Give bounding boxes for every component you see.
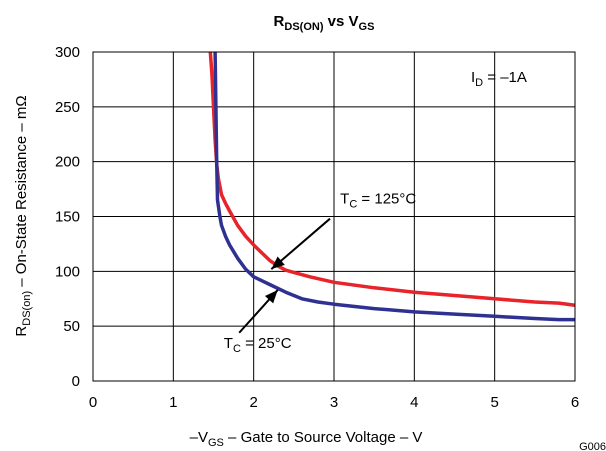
y-tick-labels: 0 50 100 150 200 250 300 [55, 44, 80, 390]
x-tick-label: 0 [89, 394, 97, 411]
series-label-sub: C [349, 198, 357, 210]
x-tick-labels: 0 1 2 3 4 5 6 [89, 394, 579, 411]
y-tick-label: 250 [55, 99, 80, 116]
series-label-0: TC = 125°C [340, 190, 416, 210]
title-sub: DS(ON) [284, 21, 323, 33]
xlabel-pre: –V [190, 429, 208, 446]
title-sub2: GS [359, 21, 375, 33]
series-line-tc-25 [213, 52, 575, 322]
x-tick-label: 6 [571, 394, 579, 411]
ylabel-sub: DS(on) [21, 291, 33, 326]
x-axis-label: –VGS – Gate to Source Voltage – V [190, 429, 423, 449]
xlabel-sub: GS [208, 437, 224, 449]
ylabel-pre: R [13, 326, 30, 337]
y-tick-label: 0 [72, 373, 80, 390]
x-tick-label: 5 [490, 394, 498, 411]
series-label-post: = 25°C [241, 335, 292, 352]
x-tick-label: 2 [249, 394, 257, 411]
title-main: R [274, 13, 285, 30]
annotations: TC = 125°CTC = 25°C [224, 190, 417, 355]
y-tick-label: 150 [55, 209, 80, 226]
condition-pre: I [471, 69, 475, 86]
series-label-pre: T [340, 190, 349, 207]
plot-frame [92, 51, 576, 382]
y-tick-label: 100 [55, 263, 80, 280]
annotation-arrowhead-1 [264, 289, 278, 304]
y-tick-label: 50 [63, 318, 80, 335]
title-mid: vs V [324, 13, 359, 30]
x-tick-label: 4 [410, 394, 418, 411]
series-label-1: TC = 25°C [224, 335, 292, 355]
chart-title: RDS(ON) vs VGS [274, 13, 375, 33]
series-label-pre: T [224, 335, 233, 352]
ylabel-post: – On-State Resistance – mΩ [13, 95, 30, 290]
figure-id: G006 [579, 441, 606, 451]
xlabel-post: – Gate to Source Voltage – V [224, 429, 422, 446]
condition-label: ID = –1A [471, 69, 527, 89]
series-layer [208, 52, 575, 322]
grid [93, 52, 575, 381]
series-label-post: = 125°C [357, 190, 416, 207]
condition-post: = –1A [483, 69, 527, 86]
series-line-tc-125 [208, 52, 575, 308]
x-tick-label: 1 [169, 394, 177, 411]
y-tick-label: 300 [55, 44, 80, 61]
y-axis-label: RDS(on) – On-State Resistance – mΩ [13, 95, 33, 336]
x-tick-label: 3 [330, 394, 338, 411]
condition-sub: D [475, 77, 483, 89]
y-tick-label: 200 [55, 154, 80, 171]
series-label-sub: C [233, 343, 241, 355]
annotation-arrowhead-0 [271, 256, 285, 270]
